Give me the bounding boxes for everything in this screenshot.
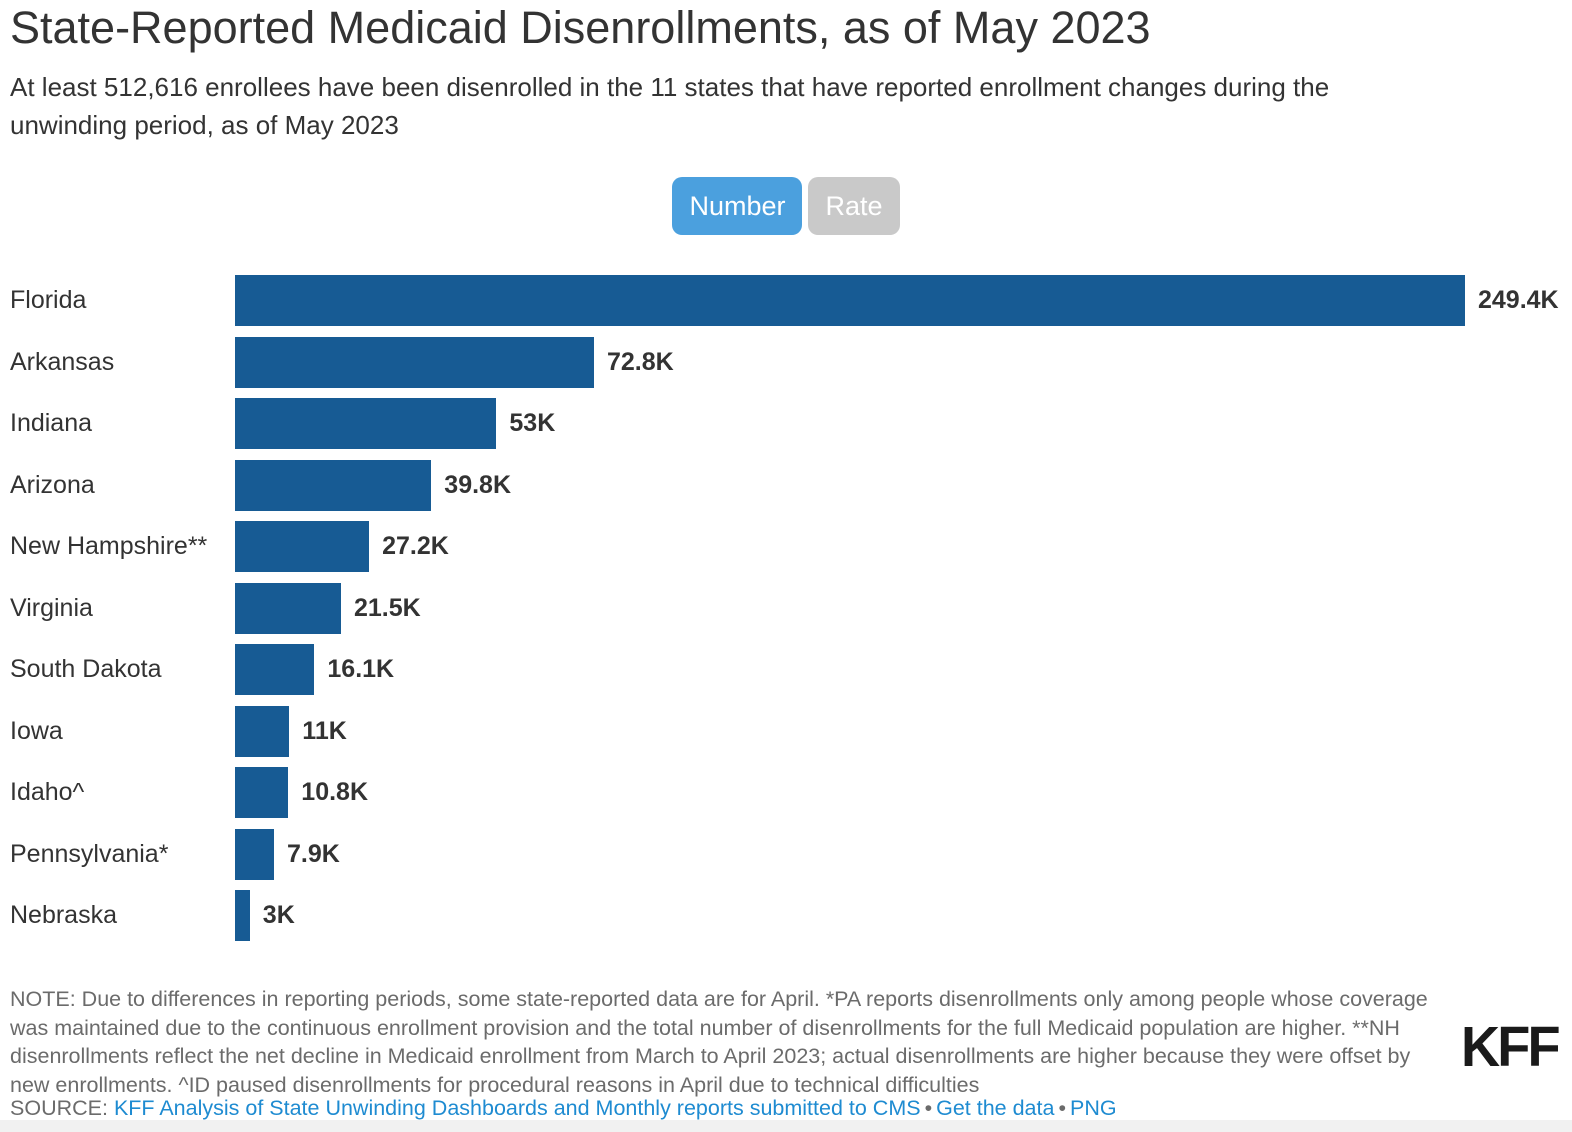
bar[interactable] bbox=[235, 890, 250, 942]
note-line: NOTE: Due to differences in reporting pe… bbox=[10, 987, 1428, 1011]
metric-toggle: Number Rate bbox=[0, 177, 1572, 235]
bar[interactable] bbox=[235, 336, 594, 388]
separator-dot: • bbox=[1058, 1096, 1066, 1120]
separator-dot: • bbox=[924, 1096, 933, 1120]
bar-area: 27.2K bbox=[235, 521, 1572, 573]
bar[interactable] bbox=[235, 828, 274, 880]
state-label: Indiana bbox=[10, 409, 93, 438]
rate-toggle-button[interactable]: Rate bbox=[808, 177, 900, 235]
value-label: 21.5K bbox=[354, 593, 421, 622]
state-label: Nebraska bbox=[10, 901, 117, 930]
chart-row: South Dakota 16.1K bbox=[0, 639, 1572, 701]
chart-row: Virginia 21.5K bbox=[0, 578, 1572, 640]
chart-row: Florida 249.4K bbox=[0, 270, 1572, 332]
value-label: 7.9K bbox=[287, 839, 340, 868]
bar-area: 16.1K bbox=[235, 644, 1572, 696]
value-label: 3K bbox=[262, 901, 295, 930]
bar[interactable] bbox=[235, 275, 1465, 327]
png-link[interactable]: PNG bbox=[1069, 1096, 1117, 1120]
value-label: 39.8K bbox=[444, 470, 512, 499]
source-link[interactable]: KFF Analysis of State Unwinding Dashboar… bbox=[113, 1096, 921, 1120]
bar-area: 7.9K bbox=[235, 828, 1572, 880]
note-line: disenrollments reflect the net decline i… bbox=[10, 1044, 1411, 1069]
bar[interactable] bbox=[235, 705, 290, 757]
value-label: 27.2K bbox=[382, 532, 449, 561]
chart-row: Idaho^ 10.8K bbox=[0, 762, 1572, 824]
note-text: NOTE: Due to differences in reporting pe… bbox=[10, 985, 1428, 1099]
bar-area: 3K bbox=[235, 890, 1572, 942]
value-label: 53K bbox=[509, 409, 556, 438]
kff-logo: KFF bbox=[1461, 1015, 1561, 1079]
chart-row: Pennsylvania* 7.9K bbox=[0, 824, 1572, 886]
chart-row: New Hampshire** 27.2K bbox=[0, 516, 1572, 578]
value-label: 249.4K bbox=[1478, 286, 1559, 315]
state-label: Arizona bbox=[10, 470, 95, 499]
bar-area: 21.5K bbox=[235, 582, 1572, 634]
bar[interactable] bbox=[235, 767, 289, 819]
bar[interactable] bbox=[235, 459, 432, 511]
chart-row: Arkansas 72.8K bbox=[0, 332, 1572, 394]
chart-row: Arizona 39.8K bbox=[0, 455, 1572, 517]
value-label: 11K bbox=[302, 716, 347, 745]
value-label: 16.1K bbox=[327, 655, 395, 684]
bar-area: 39.8K bbox=[235, 459, 1572, 511]
bar[interactable] bbox=[235, 644, 315, 696]
state-label: South Dakota bbox=[10, 655, 162, 684]
state-label: Florida bbox=[10, 286, 87, 315]
bar-chart: Florida 249.4K Arkansas 72.8K Indiana 53K Ariz… bbox=[0, 270, 1572, 947]
state-label: Virginia bbox=[10, 593, 93, 622]
footer-strip bbox=[0, 1120, 1572, 1132]
chart-rows: Florida 249.4K Arkansas 72.8K Indiana 53K Ariz… bbox=[0, 270, 1572, 947]
source-line: SOURCE: KFF Analysis of State Unwinding … bbox=[10, 1096, 1117, 1121]
chart-subtitle: At least 512,616 enrollees have been dis… bbox=[10, 68, 1329, 144]
note-line: new enrollments. ^ID paused disenrollmen… bbox=[10, 1072, 980, 1097]
state-label: Pennsylvania* bbox=[10, 839, 169, 868]
bar-area: 11K bbox=[235, 705, 1572, 757]
state-label: Iowa bbox=[10, 716, 63, 745]
number-toggle-button[interactable]: Number bbox=[672, 177, 803, 235]
bar[interactable] bbox=[235, 398, 497, 450]
state-label: New Hampshire** bbox=[10, 532, 208, 561]
bar[interactable] bbox=[235, 521, 370, 573]
state-label: Idaho^ bbox=[10, 778, 85, 807]
bar-area: 53K bbox=[235, 398, 1572, 450]
chart-row: Indiana 53K bbox=[0, 393, 1572, 455]
subtitle-line-1: At least 512,616 enrollees have been dis… bbox=[10, 72, 1330, 102]
bar-area: 72.8K bbox=[235, 336, 1572, 388]
page-title: State-Reported Medicaid Disenrollments, … bbox=[10, 2, 1151, 53]
chart-row: Nebraska 3K bbox=[0, 885, 1572, 947]
value-label: 10.8K bbox=[301, 778, 369, 807]
get-the-data-link[interactable]: Get the data bbox=[936, 1096, 1055, 1120]
value-label: 72.8K bbox=[607, 347, 674, 376]
bar-area: 249.4K bbox=[235, 275, 1572, 327]
source-prefix: SOURCE: bbox=[10, 1096, 114, 1120]
chart-row: Iowa 11K bbox=[0, 701, 1572, 763]
bar-area: 10.8K bbox=[235, 767, 1572, 819]
state-label: Arkansas bbox=[10, 347, 115, 376]
bar[interactable] bbox=[235, 582, 341, 634]
subtitle-line-2: unwinding period, as of May 2023 bbox=[10, 110, 399, 140]
note-line: was maintained due to the continuous enr… bbox=[10, 1015, 1400, 1040]
